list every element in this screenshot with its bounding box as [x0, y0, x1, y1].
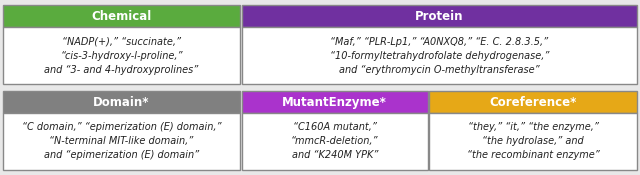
- Text: “they,” “it,” “the enzyme,”
“the hydrolase,” and
“the recombinant enzyme”: “they,” “it,” “the enzyme,” “the hydrola…: [467, 122, 600, 160]
- Text: “NADP(+),” “succinate,”
“cis-3-hydroxy-l-proline,”
and “3- and 4-hydroxyprolines: “NADP(+),” “succinate,” “cis-3-hydroxy-l…: [44, 37, 199, 75]
- Text: Domain*: Domain*: [93, 96, 150, 108]
- Bar: [3, 113, 240, 170]
- Bar: [3, 27, 240, 84]
- Bar: [3, 5, 240, 27]
- Text: MutantEnzyme*: MutantEnzyme*: [282, 96, 387, 108]
- Bar: [242, 91, 428, 113]
- Text: Chemical: Chemical: [92, 10, 152, 23]
- Bar: [242, 27, 637, 84]
- Bar: [429, 113, 637, 170]
- Text: Protein: Protein: [415, 10, 463, 23]
- Bar: [3, 91, 240, 113]
- Text: “C domain,” “epimerization (E) domain,”
“N-terminal MIT-like domain,”
and “epime: “C domain,” “epimerization (E) domain,” …: [22, 122, 221, 160]
- Bar: [242, 113, 428, 170]
- Text: “Maf,” “PLR-Lp1,” “A0NXQ8,” “E. C. 2.8.3.5,”
“10-formyltetrahydrofolate dehydrog: “Maf,” “PLR-Lp1,” “A0NXQ8,” “E. C. 2.8.3…: [330, 37, 549, 75]
- Text: “C160A mutant,”
“mmcR-deletion,”
and “K240M YPK”: “C160A mutant,” “mmcR-deletion,” and “K2…: [291, 122, 378, 160]
- Bar: [242, 5, 637, 27]
- Text: Coreference*: Coreference*: [490, 96, 577, 108]
- Bar: [429, 91, 637, 113]
